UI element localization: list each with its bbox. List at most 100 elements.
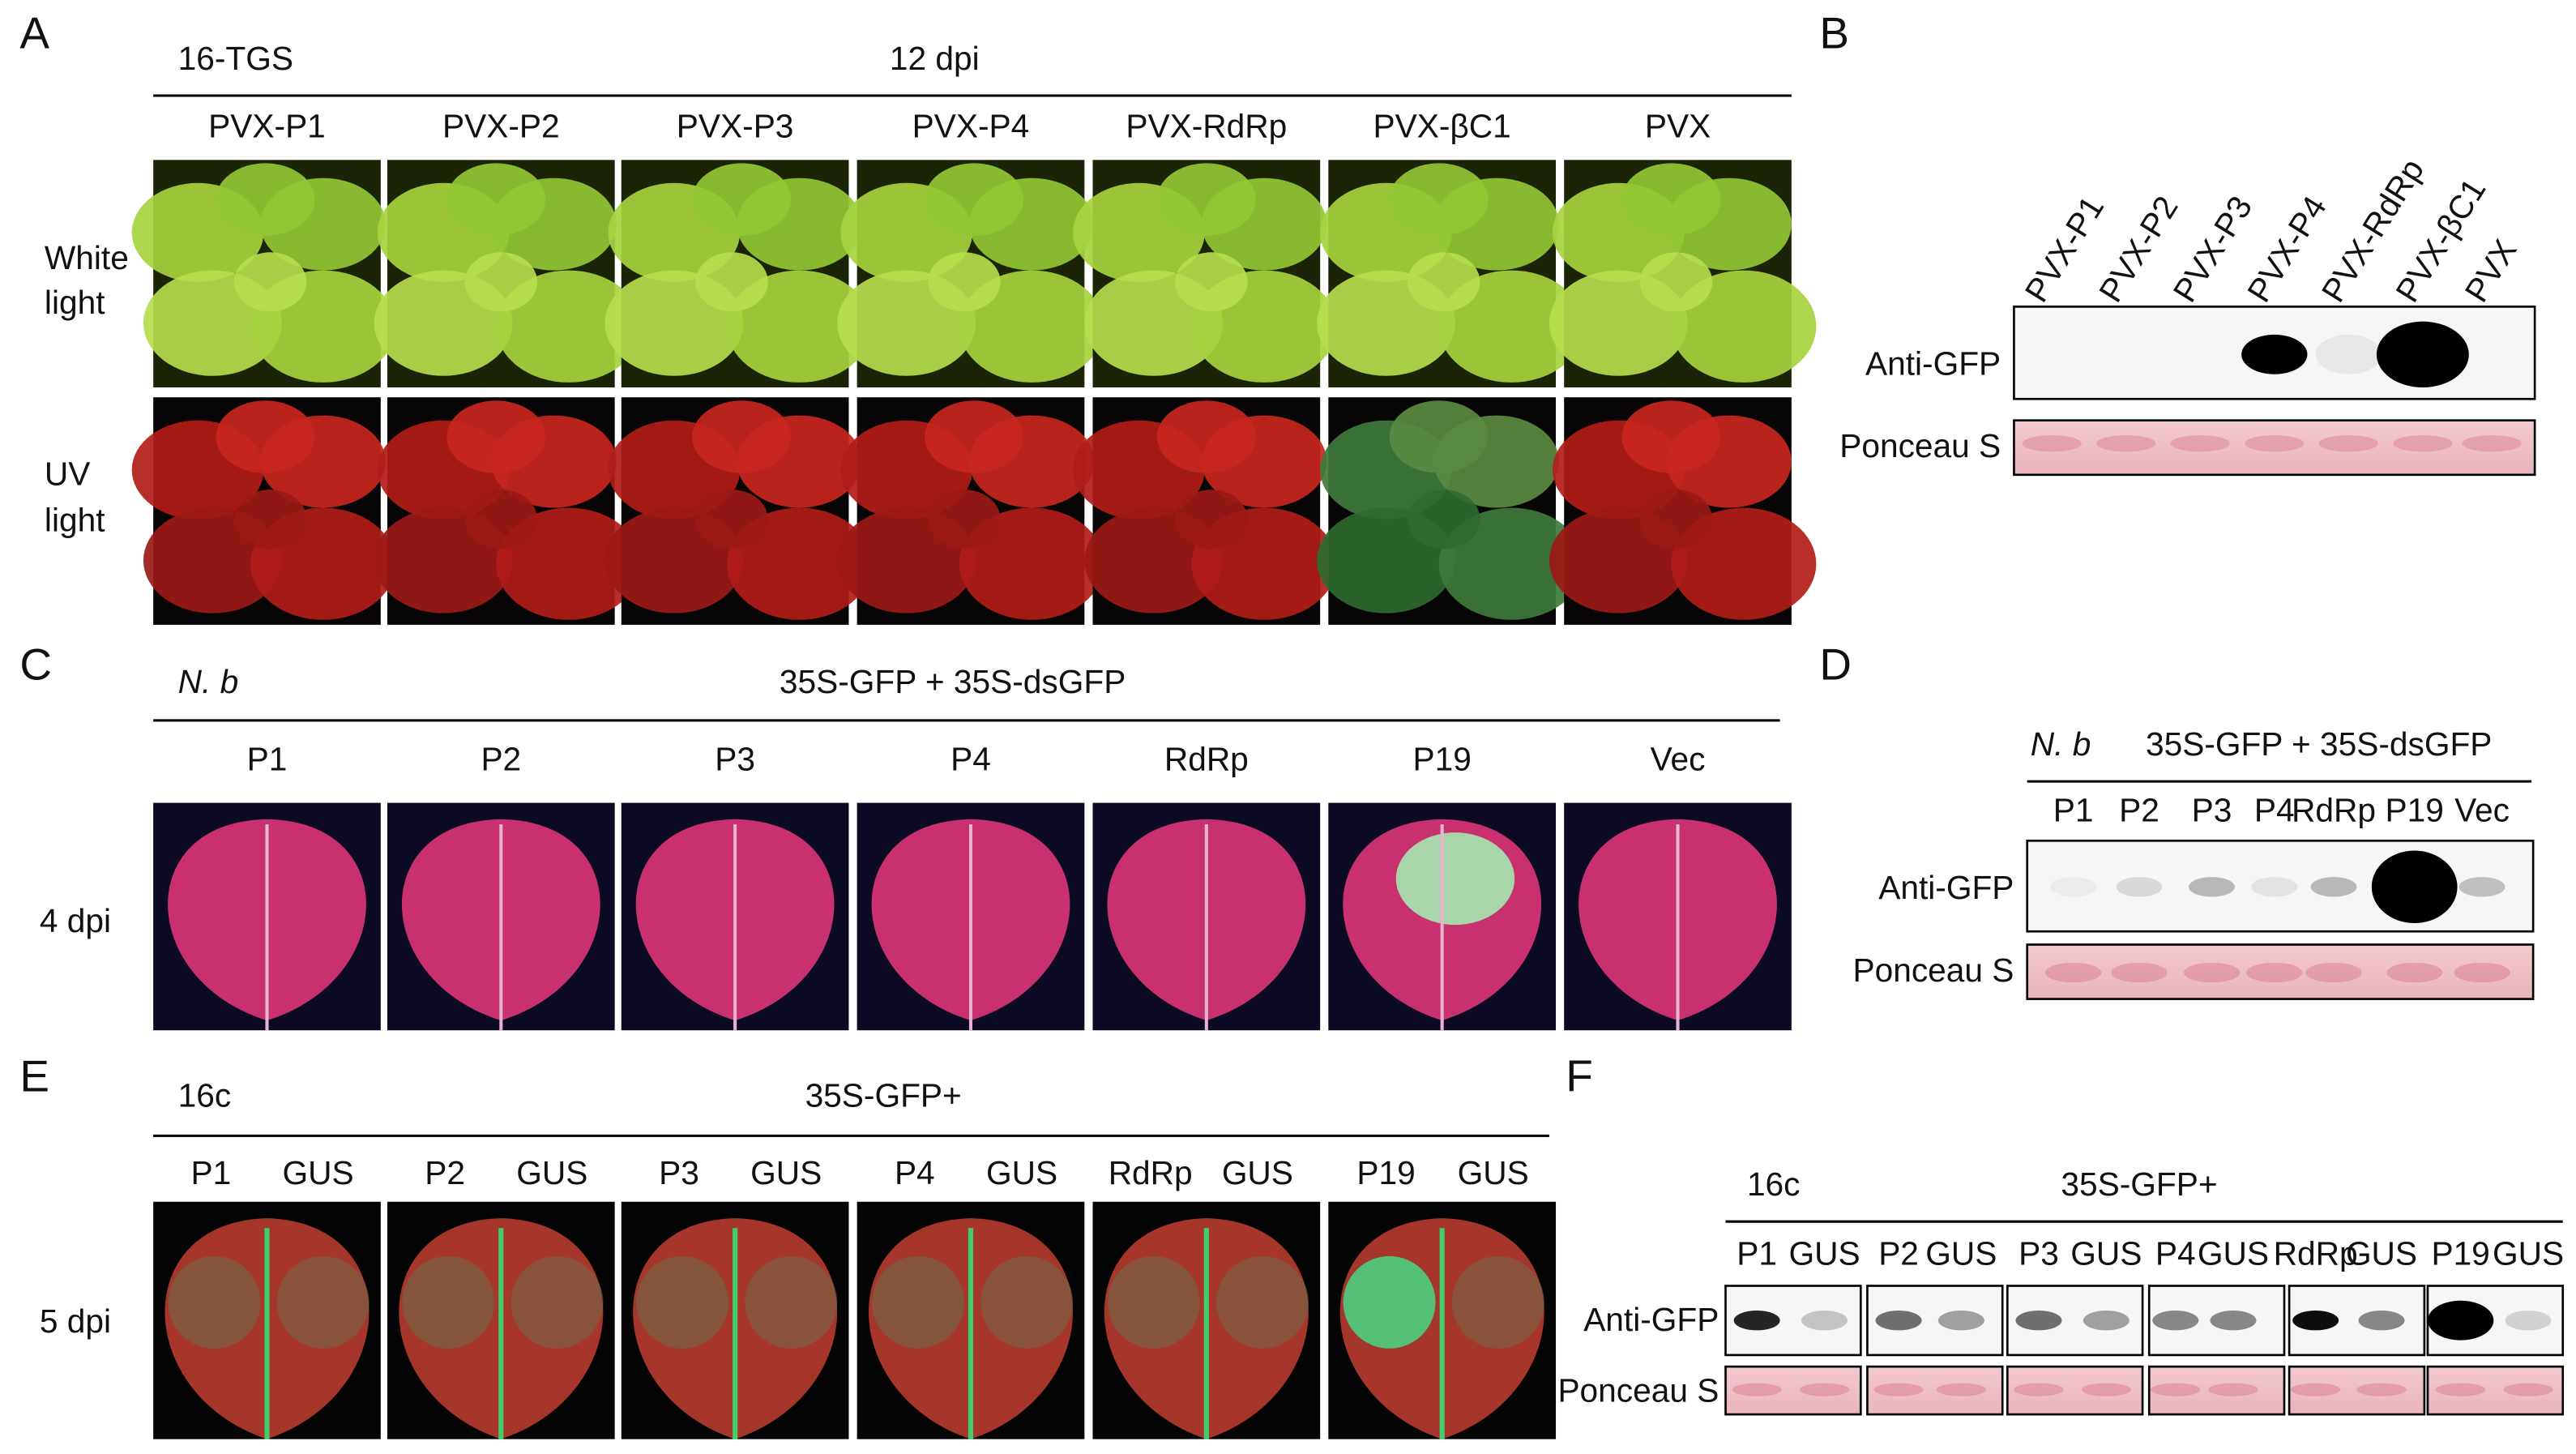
- band: [2292, 1311, 2339, 1331]
- lane-label: GUS: [1925, 1235, 1997, 1272]
- lane-label: P4: [2254, 792, 2295, 829]
- infiltration: [745, 1255, 838, 1349]
- panel-label: D: [1819, 639, 1852, 689]
- leaf: [726, 270, 872, 383]
- photo: [857, 802, 1085, 1031]
- band: [2318, 434, 2378, 452]
- leaf: [1639, 252, 1713, 312]
- band: [2081, 1383, 2131, 1396]
- band: [2189, 877, 2235, 897]
- photo: [837, 160, 1104, 388]
- photo: [857, 1201, 1085, 1439]
- infiltration: [1216, 1255, 1309, 1349]
- infiltration: [511, 1255, 604, 1349]
- panel-label: F: [1566, 1051, 1593, 1101]
- band: [2305, 962, 2362, 983]
- leaf: [1407, 490, 1480, 550]
- leaf: [216, 163, 315, 236]
- band: [2291, 1383, 2341, 1396]
- leaf: [928, 490, 1001, 550]
- infiltration: [1107, 1255, 1200, 1349]
- band: [1873, 1383, 1924, 1396]
- band: [2208, 1383, 2258, 1396]
- band: [2022, 434, 2082, 452]
- leaf: [1438, 507, 1584, 620]
- lane-label: P4: [2155, 1235, 2196, 1272]
- band: [2210, 1311, 2257, 1331]
- lane-label: GUS: [2346, 1235, 2417, 1272]
- band: [2503, 1383, 2553, 1396]
- panel-label: C: [19, 639, 52, 689]
- band: [2246, 962, 2303, 983]
- column-label: PVX-βC1: [1373, 107, 1511, 144]
- lane-label: GUS: [1788, 1235, 1860, 1272]
- column-label: RdRp: [1109, 1154, 1193, 1191]
- leaf: [464, 490, 538, 550]
- column-label: P4: [951, 740, 991, 777]
- lane-label: GUS: [2493, 1235, 2564, 1272]
- band: [2241, 334, 2308, 374]
- photo: [1549, 397, 1817, 625]
- band: [1732, 1383, 1782, 1396]
- band: [2505, 1311, 2552, 1331]
- infiltration: [636, 1255, 728, 1349]
- column-label: P1: [190, 1154, 231, 1191]
- lane-label: P3: [2192, 792, 2232, 829]
- row-label: light: [45, 284, 105, 321]
- lane-label: Vec: [2454, 792, 2510, 829]
- column-label: GUS: [282, 1154, 353, 1191]
- lane-label: P1: [1737, 1235, 1777, 1272]
- leaf: [925, 400, 1024, 473]
- host: N. b: [178, 663, 239, 700]
- lane-label: RdRp: [2274, 1235, 2358, 1272]
- photo: [387, 802, 615, 1031]
- column-label: P3: [715, 740, 755, 777]
- leaf: [1175, 252, 1248, 312]
- photo: [1092, 802, 1321, 1031]
- band: [1875, 1311, 1922, 1331]
- lane-label: GUS: [2198, 1235, 2269, 1272]
- infiltration: [871, 1255, 964, 1349]
- condition: 12 dpi: [890, 40, 980, 77]
- photo: [131, 160, 396, 388]
- photo: [1317, 160, 1584, 388]
- column-label: P19: [1412, 740, 1471, 777]
- leaf: [1389, 400, 1489, 473]
- band: [2386, 962, 2443, 983]
- blot: [2147, 1285, 2286, 1357]
- column-label: PVX-P4: [912, 107, 1030, 144]
- leaf: [496, 270, 642, 383]
- lane-label: P2: [1878, 1235, 1919, 1272]
- band: [2045, 962, 2102, 983]
- column-label: GUS: [516, 1154, 587, 1191]
- leaf: [959, 270, 1104, 383]
- lane-label: P3: [2019, 1235, 2059, 1272]
- gfp-patch: [1395, 832, 1515, 926]
- leaf: [695, 252, 768, 312]
- infiltration: [1451, 1255, 1544, 1349]
- photo: [374, 160, 642, 388]
- row-label: Ponceau S: [1839, 427, 2001, 464]
- photo: [374, 397, 642, 625]
- band: [2245, 434, 2305, 452]
- photo: [1328, 802, 1557, 1031]
- lane-label: RdRp: [2292, 792, 2376, 829]
- column-label: GUS: [750, 1154, 822, 1191]
- band: [2170, 434, 2230, 452]
- band: [2083, 1311, 2130, 1331]
- photo: [387, 1201, 615, 1439]
- row-label: Anti-GFP: [1865, 344, 2001, 382]
- band: [2358, 1311, 2405, 1331]
- leaf: [925, 163, 1024, 236]
- column-label: Vec: [1651, 740, 1706, 777]
- lane-label: P2: [2119, 792, 2159, 829]
- lane-label: P19: [2386, 792, 2444, 829]
- band: [1801, 1311, 1848, 1331]
- band: [2251, 877, 2298, 897]
- photo: [604, 397, 872, 625]
- row-label: light: [45, 502, 105, 539]
- column-label: PVX-P3: [677, 107, 794, 144]
- condition: 35S-GFP + 35S-dsGFP: [780, 663, 1126, 700]
- row-label: UV: [45, 455, 90, 493]
